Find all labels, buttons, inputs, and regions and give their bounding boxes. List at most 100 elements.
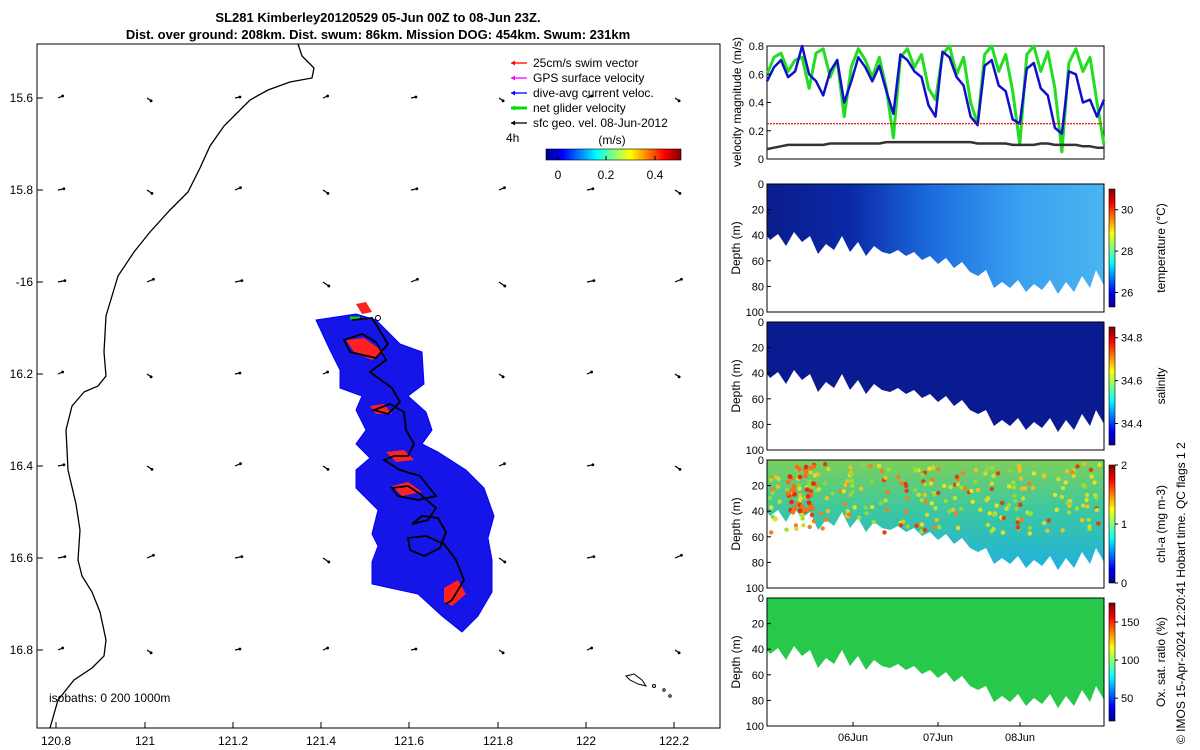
chl-dot: [1015, 516, 1020, 521]
sfc-velocity-arrowhead: [62, 463, 66, 467]
chl-dot: [919, 522, 925, 527]
chl-dot: [841, 489, 846, 494]
swim-vector-patch: [370, 404, 392, 414]
depth-tick-label: 60: [752, 532, 764, 544]
islet: [668, 694, 672, 698]
map-y-tick-label: 15.8: [10, 183, 34, 197]
sfc-velocity-arrowhead: [415, 187, 419, 191]
chl-dot: [983, 471, 988, 476]
sfc-velocity-arrowhead: [149, 375, 153, 379]
chl-dot: [793, 523, 799, 528]
chl-dot: [886, 467, 891, 472]
credit-text: © IMOS 15-Apr-2024 12:20:41 Hobart time.…: [1174, 442, 1188, 744]
depth-tick-label: 0: [758, 179, 764, 191]
sfc-velocity-arrowhead: [239, 186, 242, 190]
chl-dot: [923, 499, 928, 504]
velocity-y-tick-label: 0.2: [749, 126, 764, 138]
chl-dot: [824, 496, 829, 501]
chl-dot: [987, 511, 992, 516]
legend-label: GPS surface velocity: [533, 71, 644, 85]
chl-dot: [1015, 520, 1020, 525]
chl-dot: [952, 495, 958, 501]
chl-dot: [798, 496, 803, 501]
chl-dot: [919, 498, 924, 503]
chl-dot: [768, 477, 774, 483]
sfc-velocity-arrowhead: [590, 646, 594, 650]
chl-dot: [803, 473, 808, 479]
sfc-velocity-arrowhead: [61, 370, 65, 374]
chl-dot: [775, 484, 781, 489]
sfc-velocity-arrowhead: [326, 94, 330, 98]
chl-dot: [770, 491, 775, 496]
chl-dot: [969, 488, 974, 494]
chl-dot: [903, 509, 909, 514]
chl-dot: [803, 464, 809, 470]
chl-dot: [807, 524, 812, 530]
sfc-velocity-arrowhead: [61, 94, 65, 98]
legend-arrowhead: [511, 90, 515, 96]
chl-dot: [805, 494, 811, 499]
chl-dot: [898, 523, 904, 528]
colorbar-tick-label: 34.4: [1121, 419, 1142, 431]
map-y-tick-label: 16.6: [10, 551, 34, 565]
legend-label: 25cm/s swim vector: [533, 56, 638, 70]
chl-dot: [1059, 494, 1065, 500]
sfc-velocity-arrowhead: [149, 99, 153, 103]
chl-dot: [799, 504, 805, 509]
chl-dot: [842, 501, 847, 506]
chl-dot: [863, 505, 868, 510]
chl-dot: [1008, 469, 1013, 474]
temperature-panel: [766, 183, 1105, 313]
depth-tick-label: 0: [758, 317, 764, 329]
chl-dot: [801, 523, 806, 528]
chl-dot: [820, 526, 825, 531]
depth-tick-label: 80: [752, 419, 764, 431]
section-colorbar: [1108, 188, 1116, 308]
chl-dot: [927, 466, 932, 471]
chl-dot: [1011, 485, 1016, 490]
chl-dot: [777, 499, 782, 504]
chl-dot: [1084, 492, 1090, 498]
chl-dot: [924, 512, 930, 517]
chl-dot: [789, 499, 794, 505]
chl-dot: [995, 471, 1001, 476]
chl-dot: [784, 527, 789, 532]
chl-dot: [823, 481, 828, 486]
chl-dot: [970, 499, 975, 504]
chl-dot: [823, 517, 829, 522]
velocity-y-tick-label: 0: [758, 154, 764, 166]
chl-dot: [1045, 528, 1050, 533]
section-colorbar: [1108, 326, 1116, 446]
chl-dot: [904, 488, 909, 493]
chl-dot: [1000, 530, 1006, 535]
sfc-velocity-arrowhead: [677, 651, 681, 655]
chl-dot: [1089, 474, 1094, 479]
chl-panel: [766, 459, 1105, 589]
chl-dot: [978, 507, 983, 512]
salinity-section: [767, 322, 1104, 432]
sfc-velocity-arrowhead: [238, 95, 242, 99]
chl-dot: [870, 504, 875, 510]
chl-dot: [1085, 504, 1090, 509]
sfc-velocity-arrowhead: [150, 467, 154, 471]
velocity-y-tick-label: 0.4: [749, 98, 764, 110]
title-line-1: SL281 Kimberley20120529 05-Jun 00Z to 08…: [215, 10, 540, 25]
chl-dot: [1006, 503, 1012, 508]
chl-dot: [896, 474, 901, 480]
chl-dot: [991, 473, 996, 478]
depth-axis-label: Depth (m): [729, 497, 743, 550]
chl-dot: [937, 525, 942, 530]
sfc-velocity-arrowhead: [677, 375, 681, 379]
map-y-tick-label: 16.2: [10, 367, 34, 381]
chl-dot: [804, 507, 810, 512]
velocity-series-line: [766, 140, 1104, 151]
chl-dot: [769, 530, 774, 535]
chl-dot: [797, 486, 802, 491]
chl-dot: [823, 462, 828, 467]
chl-dot: [1017, 468, 1022, 473]
legend-label: dive-avg current veloc.: [533, 86, 654, 100]
chl-dot: [794, 464, 800, 470]
chl-dot: [1094, 507, 1100, 513]
velocity-axes-frame: [766, 45, 1105, 160]
chl-dot: [1060, 485, 1066, 491]
